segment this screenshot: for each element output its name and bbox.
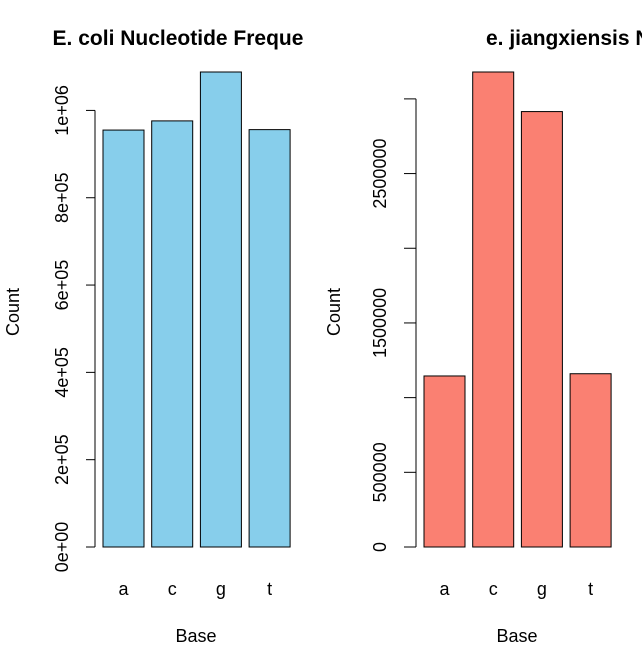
ecoli-y-tick-label: 0e+00 (52, 522, 72, 573)
ecoli-y-tick-label: 4e+05 (52, 347, 72, 398)
jiangxiensis-x-axis-title: Base (496, 626, 537, 646)
jiangxiensis-category-label-t: t (588, 579, 593, 599)
ecoli-bars (102, 71, 291, 548)
jiangxiensis-y-tick-label: 1500000 (370, 288, 390, 358)
jiangxiensis-y-axis: 0 500000 1500000 2500000 (370, 98, 417, 552)
ecoli-category-label-g: g (216, 579, 226, 599)
jiangxiensis-bar-t (569, 373, 612, 548)
ecoli-bar-t (248, 129, 291, 548)
ecoli-chart-title: E. coli Nucleotide Freque (53, 27, 304, 50)
ecoli-y-axis-title: Count (3, 288, 23, 336)
ecoli-bar-g (199, 71, 242, 548)
jiangxiensis-bar-c (472, 71, 515, 548)
ecoli-y-tick-label: 6e+05 (52, 260, 72, 311)
ecoli-bar-a (102, 129, 145, 548)
jiangxiensis-y-tick-label: 500000 (370, 442, 390, 502)
jiangxiensis-chart-title: e. jiangxiensis Nucleotide Fre (486, 27, 642, 50)
ecoli-category-label-t: t (267, 579, 272, 599)
jiangxiensis-bar-a (423, 375, 466, 548)
ecoli-x-axis-title: Base (175, 626, 216, 646)
jiangxiensis-category-label-g: g (537, 579, 547, 599)
ecoli-y-axis: 0e+00 2e+05 4e+05 6e+05 8e+05 1e+06 (52, 85, 96, 573)
ecoli-y-tick-label: 1e+06 (52, 85, 72, 136)
jiangxiensis-bar-g (520, 111, 563, 548)
jiangxiensis-y-tick-label: 0 (370, 542, 390, 552)
ecoli-bar-c (151, 120, 194, 548)
jiangxiensis-category-label-a: a (439, 579, 450, 599)
jiangxiensis-bars (423, 71, 612, 548)
panel-ecoli: E. coli Nucleotide Freque Base Count 0e+… (3, 27, 303, 646)
jiangxiensis-category-label-c: c (489, 579, 498, 599)
ecoli-category-label-a: a (118, 579, 129, 599)
jiangxiensis-y-tick-label: 2500000 (370, 139, 390, 209)
ecoli-category-label-c: c (168, 579, 177, 599)
panel-jiangxiensis: e. jiangxiensis Nucleotide Fre Base Coun… (324, 27, 642, 646)
ecoli-y-tick-label: 2e+05 (52, 434, 72, 485)
ecoli-y-tick-label: 8e+05 (52, 172, 72, 223)
jiangxiensis-y-axis-title: Count (324, 288, 344, 336)
